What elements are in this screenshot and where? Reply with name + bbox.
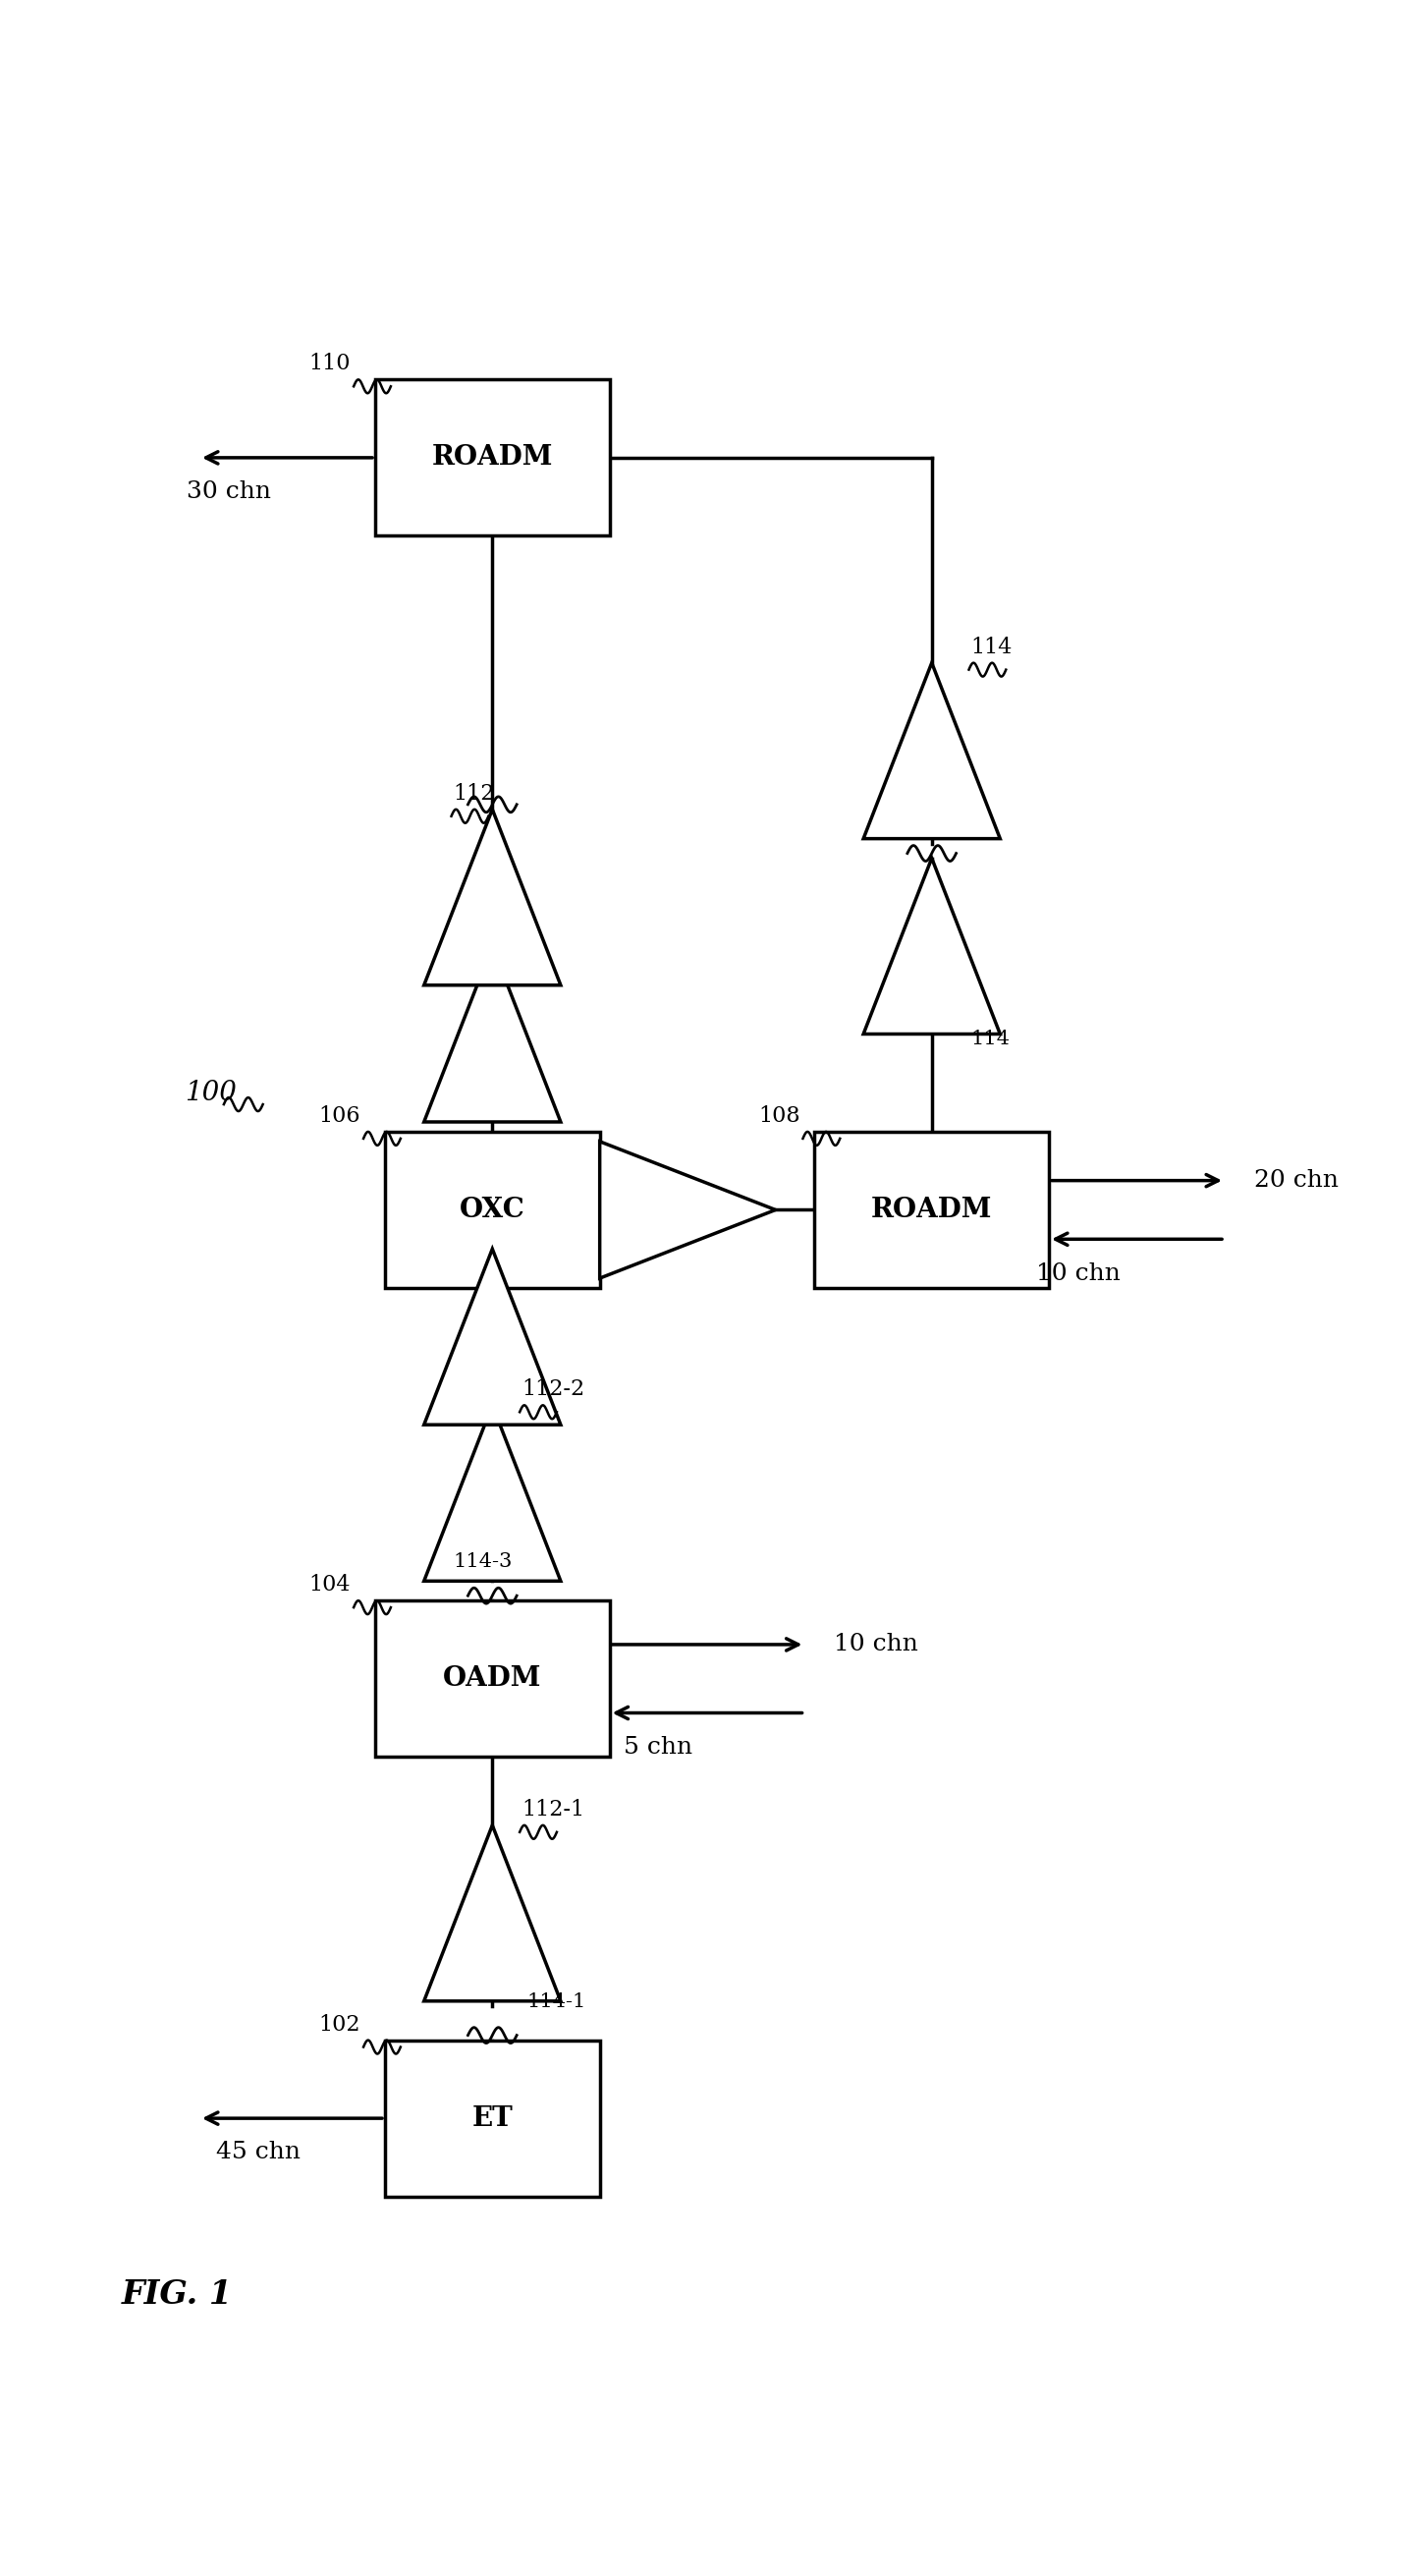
Text: OADM: OADM: [443, 1667, 541, 1692]
Polygon shape: [864, 858, 1000, 1033]
Polygon shape: [600, 1141, 775, 1278]
Text: 20 chn: 20 chn: [1254, 1170, 1338, 1193]
Text: 10 chn: 10 chn: [1037, 1262, 1121, 1285]
Text: 45 chn: 45 chn: [216, 2141, 300, 2164]
Text: 112-1: 112-1: [521, 1798, 584, 1821]
Text: ET: ET: [471, 2105, 513, 2130]
Text: 114-3: 114-3: [453, 1553, 513, 1571]
Bar: [814, 1131, 1050, 1288]
Text: 112-2: 112-2: [521, 1378, 584, 1401]
Text: 108: 108: [758, 1105, 800, 1126]
Text: 114: 114: [971, 1030, 1010, 1048]
Polygon shape: [424, 809, 561, 984]
Text: 100: 100: [184, 1079, 237, 1105]
Text: 112: 112: [453, 783, 496, 804]
Polygon shape: [424, 1826, 561, 2002]
Text: 106: 106: [318, 1105, 360, 1126]
Text: 114-1: 114-1: [527, 1991, 585, 2012]
Text: 5 chn: 5 chn: [624, 1736, 693, 1759]
Bar: [386, 2040, 600, 2197]
Polygon shape: [424, 1249, 561, 1425]
Text: 102: 102: [318, 2014, 360, 2035]
Text: 104: 104: [308, 1574, 351, 1595]
Text: 30 chn: 30 chn: [187, 482, 271, 502]
Text: 114: 114: [971, 636, 1012, 657]
Text: 10 chn: 10 chn: [834, 1633, 918, 1656]
Bar: [376, 379, 610, 536]
Text: 110: 110: [308, 353, 351, 374]
Text: ROADM: ROADM: [871, 1198, 992, 1224]
Polygon shape: [424, 1406, 561, 1582]
Text: ROADM: ROADM: [431, 446, 553, 471]
Polygon shape: [864, 662, 1000, 840]
Text: OXC: OXC: [460, 1198, 526, 1224]
Bar: [376, 1600, 610, 1757]
Bar: [386, 1131, 600, 1288]
Polygon shape: [424, 945, 561, 1123]
Text: FIG. 1: FIG. 1: [121, 2277, 233, 2311]
